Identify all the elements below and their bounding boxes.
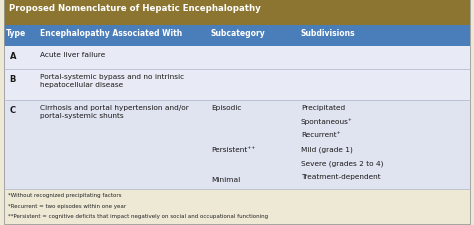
Text: Persistent⁺⁺: Persistent⁺⁺ bbox=[211, 146, 255, 152]
Text: Mild (grade 1): Mild (grade 1) bbox=[301, 146, 353, 153]
Text: Portal-systemic bypass and no intrinsic
hepatocellular disease: Portal-systemic bypass and no intrinsic … bbox=[40, 74, 184, 88]
Text: C: C bbox=[9, 105, 16, 114]
Text: B: B bbox=[9, 75, 16, 84]
Text: Acute liver failure: Acute liver failure bbox=[40, 51, 106, 57]
Text: Proposed Nomenclature of Hepatic Encephalopathy: Proposed Nomenclature of Hepatic Encepha… bbox=[9, 4, 261, 13]
Text: Severe (grades 2 to 4): Severe (grades 2 to 4) bbox=[301, 160, 383, 166]
Bar bbox=[4, 0, 470, 26]
Text: *Without recognized precipitating factors: *Without recognized precipitating factor… bbox=[8, 192, 121, 197]
Text: *Recurrent = two episodes within one year: *Recurrent = two episodes within one yea… bbox=[8, 203, 126, 208]
Text: A: A bbox=[9, 51, 16, 60]
Bar bbox=[4, 100, 470, 189]
Text: Episodic: Episodic bbox=[211, 104, 241, 110]
Text: Treatment-dependent: Treatment-dependent bbox=[301, 173, 381, 179]
Text: Minimal: Minimal bbox=[211, 177, 240, 183]
Text: Cirrhosis and portal hypertension and/or
portal-systemic shunts: Cirrhosis and portal hypertension and/or… bbox=[40, 104, 189, 118]
Bar bbox=[4, 47, 470, 70]
Text: Type: Type bbox=[6, 29, 26, 38]
Text: Precipitated: Precipitated bbox=[301, 104, 345, 110]
Bar bbox=[4, 189, 470, 224]
Text: Recurrent⁺: Recurrent⁺ bbox=[301, 131, 341, 137]
Bar bbox=[4, 70, 470, 100]
Text: Spontaneous⁺: Spontaneous⁺ bbox=[301, 118, 353, 124]
Text: Subdivisions: Subdivisions bbox=[301, 29, 356, 38]
Text: **Persistent = cognitive deficits that impact negatively on social and occupatio: **Persistent = cognitive deficits that i… bbox=[8, 213, 268, 218]
Text: Encephalopathy Associated With: Encephalopathy Associated With bbox=[40, 29, 182, 38]
Text: Subcategory: Subcategory bbox=[211, 29, 266, 38]
Bar bbox=[4, 26, 470, 47]
